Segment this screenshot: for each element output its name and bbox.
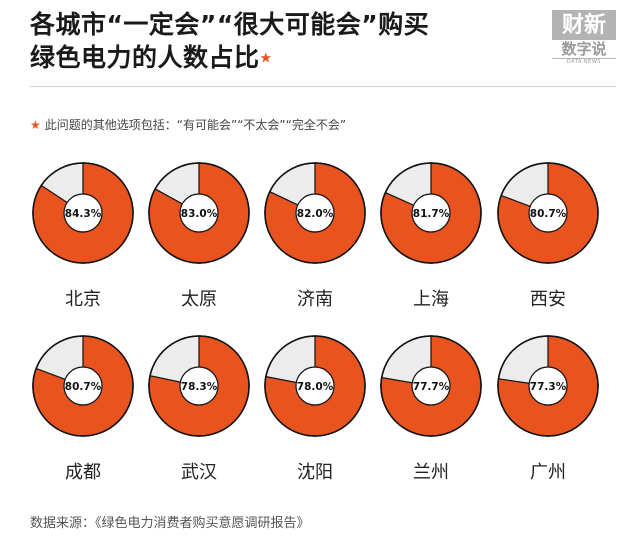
donut-outline <box>32 335 134 437</box>
donut-outline <box>264 335 366 437</box>
donut-hole <box>295 193 335 233</box>
donut-2: 83.0% 太原 <box>148 162 250 310</box>
city-label: 济南 <box>297 289 333 310</box>
title-line-2: 绿色电力的人数占比★ <box>30 41 429 76</box>
donut-outline <box>148 162 250 264</box>
donut-outline <box>380 162 482 264</box>
donut-outline <box>264 162 366 264</box>
donut-outline <box>497 162 599 264</box>
logo-top-text: 财新 <box>552 10 616 40</box>
donut-5: 80.7% 西安 <box>497 162 599 310</box>
city-label: 北京 <box>65 289 101 310</box>
data-label: 77.7% <box>413 381 450 393</box>
note-star: ★ <box>30 118 41 132</box>
donut-chart-grid: 84.3%北京83.0%太原82.0%济南81.7%上海80.7%西安80.7%… <box>32 162 599 483</box>
options-note: ★ 此问题的其他选项包括：“有可能会”“不太会”“完全不会” <box>30 116 346 133</box>
data-label: 81.7% <box>413 208 450 220</box>
donut-hole <box>528 366 568 406</box>
header-divider <box>30 86 616 87</box>
city-label: 武汉 <box>181 462 217 483</box>
data-label: 82.0% <box>297 208 334 220</box>
donut-outline <box>148 335 250 437</box>
city-label: 西安 <box>530 289 566 310</box>
donut-7: 78.3% 武汉 <box>148 335 250 483</box>
data-label: 83.0% <box>181 208 218 220</box>
city-label: 沈阳 <box>297 462 333 483</box>
donut-9: 77.7% 兰州 <box>380 335 482 483</box>
data-label: 80.7% <box>65 381 102 393</box>
donut-hole <box>179 193 219 233</box>
donut-outline <box>32 162 134 264</box>
donut-hole <box>411 193 451 233</box>
city-label: 广州 <box>530 462 566 483</box>
donut-hole <box>63 193 103 233</box>
city-label: 太原 <box>181 289 217 310</box>
donut-1: 84.3% 北京 <box>32 162 134 310</box>
donut-10: 77.3% 广州 <box>497 335 599 483</box>
donut-hole <box>411 366 451 406</box>
city-label: 上海 <box>413 289 449 310</box>
data-label: 77.3% <box>530 381 567 393</box>
title-star: ★ <box>259 50 273 67</box>
donut-8: 78.0% 沈阳 <box>264 335 366 483</box>
caixin-logo: 财新 数字说 DATA.NEWS <box>552 10 616 66</box>
data-label: 84.3% <box>65 208 102 220</box>
donut-4: 81.7% 上海 <box>380 162 482 310</box>
data-label: 78.0% <box>297 381 334 393</box>
donut-outline <box>380 335 482 437</box>
logo-mid-text: 数字说 <box>552 40 616 59</box>
logo-sub-text: DATA.NEWS <box>567 59 601 65</box>
data-label: 80.7% <box>530 208 567 220</box>
donut-6: 80.7% 成都 <box>32 335 134 483</box>
donut-hole <box>63 366 103 406</box>
title-line-2-text: 绿色电力的人数占比 <box>30 43 260 72</box>
donut-hole <box>295 366 335 406</box>
donut-outline <box>497 335 599 437</box>
donut-hole <box>179 366 219 406</box>
city-label: 兰州 <box>413 462 449 483</box>
donut-3: 82.0% 济南 <box>264 162 366 310</box>
donut-hole <box>528 193 568 233</box>
note-text: 此问题的其他选项包括：“有可能会”“不太会”“完全不会” <box>44 118 347 132</box>
chart-title: 各城市“一定会”“很大可能会”购买 绿色电力的人数占比★ <box>30 8 429 76</box>
data-source: 数据来源：《绿色电力消费者购买意愿调研报告》 <box>30 516 310 531</box>
data-label: 78.3% <box>181 381 218 393</box>
city-label: 成都 <box>65 462 101 483</box>
title-line-1: 各城市“一定会”“很大可能会”购买 <box>30 10 430 39</box>
